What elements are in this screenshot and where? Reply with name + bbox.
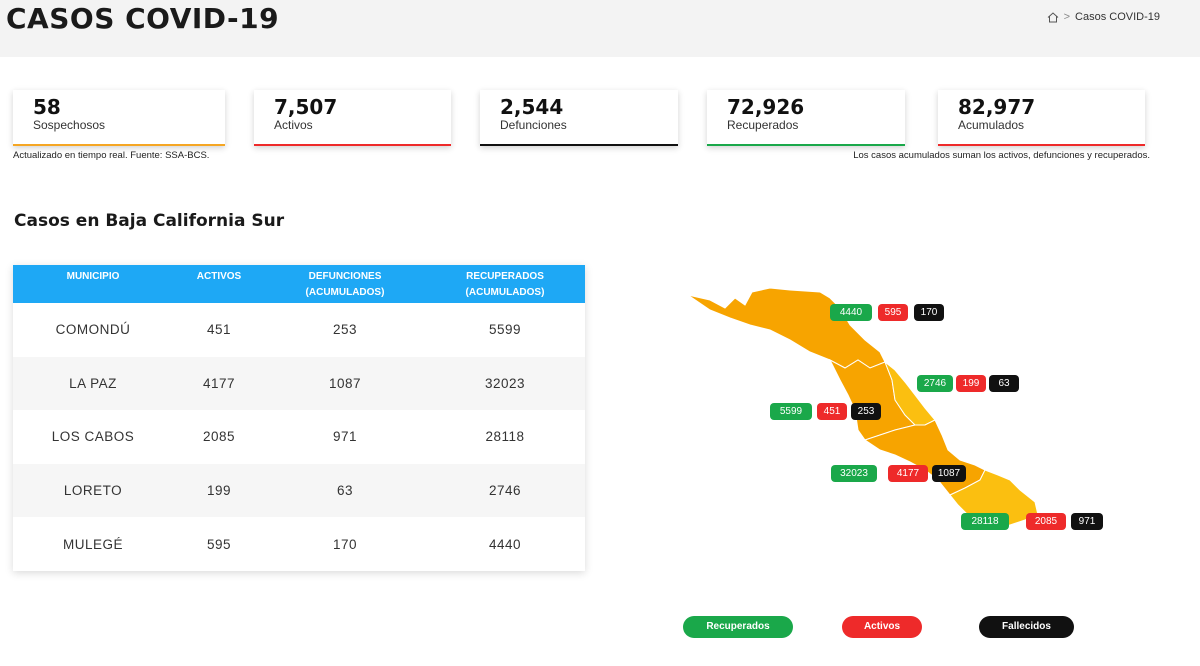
stat-label: Sospechosos xyxy=(33,118,106,132)
header-municipio: MUNICIPIO xyxy=(66,271,120,282)
cell-defunciones: 170 xyxy=(332,536,358,552)
header-recuperados: RECUPERADOS (ACUMULADOS) xyxy=(465,271,545,298)
cell-municipio: COMONDÚ xyxy=(55,322,131,338)
cell-recuperados: 28118 xyxy=(485,429,525,445)
stat-bar-green xyxy=(707,144,905,146)
cell-activos: 199 xyxy=(206,483,232,499)
stat-card-recuperados: 72,926 Recuperados xyxy=(707,90,905,146)
legend-fallecidos: Fallecidos xyxy=(979,616,1074,638)
stat-bar-red xyxy=(938,144,1145,146)
cell-municipio: LORETO xyxy=(63,483,123,499)
cases-table: MUNICIPIO ACTIVOS DEFUNCIONES (ACUMULADOS… xyxy=(13,265,585,571)
sum-note: Los casos acumulados suman los activos, … xyxy=(853,150,1150,161)
header-defunciones: DEFUNCIONES (ACUMULADOS) xyxy=(305,271,385,298)
cell-recuperados: 5599 xyxy=(488,322,522,338)
stat-card-activos: 7,507 Activos xyxy=(254,90,451,146)
cell-municipio: LOS CABOS xyxy=(51,429,135,445)
cell-defunciones: 971 xyxy=(332,429,358,445)
stat-bar-red xyxy=(254,144,451,146)
badge-lapaz-recuperados: 32023 xyxy=(831,465,877,482)
badge-comondu-fallecidos: 253 xyxy=(851,403,881,420)
legend-recuperados: Recuperados xyxy=(683,616,793,638)
cell-recuperados: 32023 xyxy=(484,375,526,391)
legend-activos: Activos xyxy=(842,616,922,638)
breadcrumb-current: Casos COVID-19 xyxy=(1075,11,1160,23)
stat-value: 58 xyxy=(33,95,61,119)
stat-value: 82,977 xyxy=(958,95,1036,119)
badge-loscabos-fallecidos: 971 xyxy=(1071,513,1103,530)
badge-loscabos-activos: 2085 xyxy=(1026,513,1066,530)
stat-card-sospechosos: 58 Sospechosos xyxy=(13,90,225,146)
badge-loreto-activos: 199 xyxy=(956,375,986,392)
badge-mulege-activos: 595 xyxy=(878,304,908,321)
cell-defunciones: 1087 xyxy=(328,375,362,391)
badge-comondu-recuperados: 5599 xyxy=(770,403,812,420)
badge-loscabos-recuperados: 28118 xyxy=(961,513,1009,530)
breadcrumb: > Casos COVID-19 xyxy=(1047,11,1160,23)
cell-activos: 451 xyxy=(206,322,232,338)
page-title: CASOS COVID-19 xyxy=(6,2,280,35)
cell-activos: 595 xyxy=(206,536,232,552)
stat-value: 2,544 xyxy=(500,95,564,119)
badge-loreto-recuperados: 2746 xyxy=(917,375,953,392)
stat-bar-black xyxy=(480,144,678,146)
badge-mulege-recuperados: 4440 xyxy=(830,304,872,321)
stat-card-acumulados: 82,977 Acumulados xyxy=(938,90,1145,146)
table-row: LORETO 199 63 2746 xyxy=(13,463,585,518)
badge-lapaz-fallecidos: 1087 xyxy=(932,465,966,482)
cell-defunciones: 63 xyxy=(336,483,354,499)
page-header: CASOS COVID-19 > Casos COVID-19 xyxy=(0,0,1200,57)
section-title: Casos en Baja California Sur xyxy=(14,211,285,231)
stat-label: Activos xyxy=(274,118,313,132)
header-activos: ACTIVOS xyxy=(196,271,242,282)
stat-card-defunciones: 2,544 Defunciones xyxy=(480,90,678,146)
cell-recuperados: 2746 xyxy=(488,483,522,499)
breadcrumb-separator: > xyxy=(1063,11,1071,23)
cell-defunciones: 253 xyxy=(332,322,358,338)
cell-municipio: MULEGÉ xyxy=(62,536,123,552)
stat-bar-orange xyxy=(13,144,225,146)
badge-mulege-fallecidos: 170 xyxy=(914,304,944,321)
cell-municipio: LA PAZ xyxy=(69,375,117,391)
stat-label: Defunciones xyxy=(500,118,567,132)
table-header-row: MUNICIPIO ACTIVOS DEFUNCIONES (ACUMULADOS… xyxy=(13,265,585,303)
badge-lapaz-activos: 4177 xyxy=(888,465,928,482)
badge-loreto-fallecidos: 63 xyxy=(989,375,1019,392)
stat-label: Recuperados xyxy=(727,118,799,132)
table-row: COMONDÚ 451 253 5599 xyxy=(13,303,585,357)
cell-activos: 2085 xyxy=(202,429,236,445)
stat-value: 7,507 xyxy=(274,95,338,119)
badge-comondu-activos: 451 xyxy=(817,403,847,420)
source-note: Actualizado en tiempo real. Fuente: SSA-… xyxy=(13,150,210,161)
cell-recuperados: 4440 xyxy=(488,536,522,552)
cell-activos: 4177 xyxy=(202,375,236,391)
stat-value: 72,926 xyxy=(727,95,805,119)
map-region-mulege[interactable] xyxy=(687,287,886,369)
table-row: LOS CABOS 2085 971 28118 xyxy=(13,410,585,464)
stat-label: Acumulados xyxy=(958,118,1025,132)
table-row: MULEGÉ 595 170 4440 xyxy=(13,517,585,571)
table-row: LA PAZ 4177 1087 32023 xyxy=(13,356,585,411)
home-icon[interactable] xyxy=(1047,11,1059,23)
